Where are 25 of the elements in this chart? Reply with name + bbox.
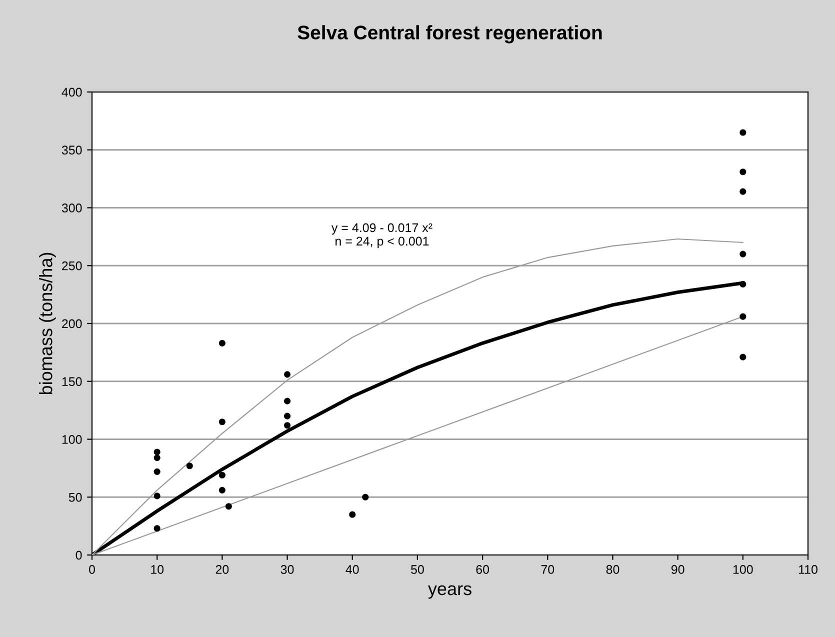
x-tick-label: 100 [733,565,753,574]
x-tick-label: 90 [671,565,684,574]
x-axis-title: years [428,585,472,599]
y-tick-label: 0 [76,550,82,560]
y-tick-label: 350 [62,146,82,155]
y-tick-label: 100 [62,435,82,444]
x-tick-label: 20 [216,565,229,574]
x-tick-label: 70 [541,565,554,574]
x-tick-label: 40 [346,565,359,574]
x-tick-label: 80 [606,565,620,574]
x-tick-label: 50 [411,565,424,574]
x-tick-label: 30 [280,565,294,574]
y-tick-label: 150 [62,377,82,386]
y-tick-label: 200 [62,319,82,328]
chart-title: Selva Central forest regeneration [298,25,602,44]
x-tick-label: 10 [151,565,164,574]
y-tick-label: 300 [62,204,82,212]
y-tick-label: 50 [68,492,82,502]
y-tick-label: 250 [62,261,82,270]
annotation: y = 4.09 - 0.017 x² n = 24, p < 0.001 [331,223,432,248]
y-tick-label: 400 [62,88,82,97]
y-axis-title: biomass (tons/ha) [39,252,56,394]
x-tick-label: 60 [476,565,490,574]
x-tick-label: 110 [798,565,818,574]
x-tick-label: 0 [89,565,95,574]
